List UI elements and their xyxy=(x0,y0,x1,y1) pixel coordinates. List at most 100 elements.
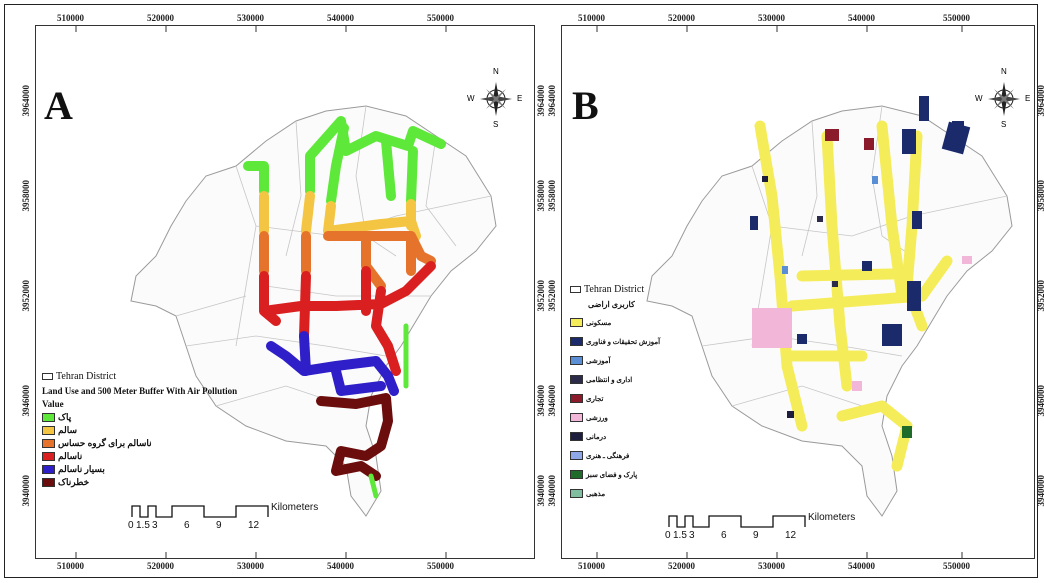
legend-item: ناسالم برای گروه حساس xyxy=(42,437,237,450)
buffer-unhealthy xyxy=(259,261,436,376)
legend-item-label: خطرناک xyxy=(58,477,90,487)
buffer-hazardous xyxy=(316,393,393,481)
residential-corridors xyxy=(754,120,953,472)
district-swatch xyxy=(42,373,53,380)
y-coordinate-label: 3946000 xyxy=(547,385,557,417)
x-coordinate-label: 540000 xyxy=(848,561,875,571)
legend-item-label: آموزش تحقیقات و فناوری xyxy=(586,337,661,346)
legend-swatch xyxy=(42,426,55,435)
north-arrow-icon: N S E W xyxy=(975,67,1030,129)
y-coordinate-label: 3952000 xyxy=(536,280,546,312)
x-coordinate-label: 520000 xyxy=(147,13,174,23)
map-panel-a[interactable]: A N S E W Tehran District Land Use and 5… xyxy=(35,25,535,559)
scale-tick-label: 12 xyxy=(248,520,260,531)
legend-swatch xyxy=(42,465,55,474)
x-coordinate-label: 520000 xyxy=(147,561,174,571)
legend-swatch xyxy=(570,375,583,384)
map-a-canvas[interactable] xyxy=(36,26,534,558)
legend-a: Tehran District Land Use and 500 Meter B… xyxy=(42,371,237,489)
scale-tick-label: 1.5 xyxy=(673,530,687,541)
y-coordinate-label: 3964000 xyxy=(536,85,546,117)
x-coordinate-label: 550000 xyxy=(427,561,454,571)
legend-subtitle: Value xyxy=(42,399,64,409)
legend-item: ورزشی xyxy=(570,408,660,427)
legend-item: ناسالم xyxy=(42,450,237,463)
x-coordinate-label: 520000 xyxy=(668,561,695,571)
landuse-parcels xyxy=(750,96,972,438)
scale-tick-label: 9 xyxy=(753,530,759,541)
scale-tick-label: 3 xyxy=(152,520,158,531)
y-coordinate-label: 3940000 xyxy=(536,475,546,507)
legend-item-label: فرهنگی ـ هنری xyxy=(586,451,630,460)
y-coordinate-label: 3964000 xyxy=(21,85,31,117)
compass-n: N xyxy=(493,67,499,76)
y-coordinate-label: 3958000 xyxy=(21,180,31,212)
x-coordinate-label: 550000 xyxy=(943,13,970,23)
legend-district-row: Tehran District xyxy=(42,371,237,382)
legend-item-label: پاک xyxy=(58,412,72,422)
buffer-extra-clean xyxy=(368,323,409,499)
map-panel-b[interactable]: B N S E W Tehran District کاربری اراضی م… xyxy=(561,25,1035,559)
legend-item-label: مسکونی xyxy=(586,318,612,327)
y-coordinate-label: 3958000 xyxy=(1036,180,1044,212)
scale-labels: 0 1.5 3 6 9 12 xyxy=(128,520,328,534)
legend-swatch xyxy=(570,394,583,403)
scale-unit: Kilometers xyxy=(271,502,319,513)
scale-bar xyxy=(668,514,808,533)
scale-tick-label: 9 xyxy=(216,520,222,531)
legend-swatch xyxy=(570,432,583,441)
x-coordinate-label: 530000 xyxy=(237,561,264,571)
legend-swatch xyxy=(42,478,55,487)
y-coordinate-label: 3946000 xyxy=(536,385,546,417)
panel-label-a: A xyxy=(44,83,73,128)
legend-item-label: درمانی xyxy=(586,432,607,441)
x-coordinate-label: 540000 xyxy=(327,561,354,571)
x-coordinate-label: 510000 xyxy=(57,13,84,23)
legend-items: مسکونی آموزش تحقیقات و فناوری آموزشی اداری … xyxy=(570,313,660,503)
scale-unit: Kilometers xyxy=(808,512,856,523)
legend-swatch xyxy=(570,470,583,479)
x-coordinate-label: 510000 xyxy=(57,561,84,571)
legend-swatch xyxy=(570,318,583,327)
legend-item: مذهبی xyxy=(570,484,660,503)
y-coordinate-label: 3958000 xyxy=(536,180,546,212)
buffer-sensitive xyxy=(259,231,436,291)
legend-item-label: تجاری xyxy=(586,394,604,403)
y-coordinate-label: 3952000 xyxy=(1036,280,1044,312)
legend-item-label: ناسالم xyxy=(58,451,83,461)
scale-tick-label: 3 xyxy=(689,530,695,541)
legend-item-label: سالم xyxy=(58,425,78,435)
legend-item-label: پارک و فضای سبز xyxy=(586,470,638,479)
compass-w: W xyxy=(975,94,983,103)
x-coordinate-label: 530000 xyxy=(758,561,785,571)
scale-tick-label: 0 xyxy=(665,530,671,541)
compass-e: E xyxy=(1025,94,1031,103)
legend-item: آموزشی xyxy=(570,351,660,370)
pollution-buffers xyxy=(243,116,446,499)
legend-district-label: Tehran District xyxy=(56,371,117,382)
y-coordinate-label: 3946000 xyxy=(21,385,31,417)
legend-title: Land Use and 500 Meter Buffer With Air P… xyxy=(42,386,238,396)
y-coordinate-label: 3946000 xyxy=(1036,385,1044,417)
y-coordinate-label: 3964000 xyxy=(547,85,557,117)
x-coordinate-label: 510000 xyxy=(578,561,605,571)
legend-swatch xyxy=(570,356,583,365)
x-coordinate-label: 510000 xyxy=(578,13,605,23)
legend-district-label: Tehran District xyxy=(584,284,645,295)
y-coordinate-label: 3940000 xyxy=(547,475,557,507)
legend-item: خطرناک xyxy=(42,476,237,489)
scale-labels: 0 1.5 3 6 9 12 xyxy=(665,530,865,544)
legend-item-label: اداری و انتظامی xyxy=(586,375,633,384)
legend-item: پارک و فضای سبز xyxy=(570,465,660,484)
legend-swatch xyxy=(42,452,55,461)
compass-w: W xyxy=(467,94,475,103)
compass-s: S xyxy=(493,120,499,129)
compass-e: E xyxy=(517,94,523,103)
legend-item: پاک xyxy=(42,411,237,424)
legend-item: تجاری xyxy=(570,389,660,408)
buffer-good xyxy=(259,191,421,241)
map-b-canvas[interactable] xyxy=(562,26,1034,558)
legend-swatch xyxy=(42,413,55,422)
legend-swatch xyxy=(570,451,583,460)
legend-items: پاک سالم ناسالم برای گروه حساس ناسالم بسیار … xyxy=(42,411,237,489)
